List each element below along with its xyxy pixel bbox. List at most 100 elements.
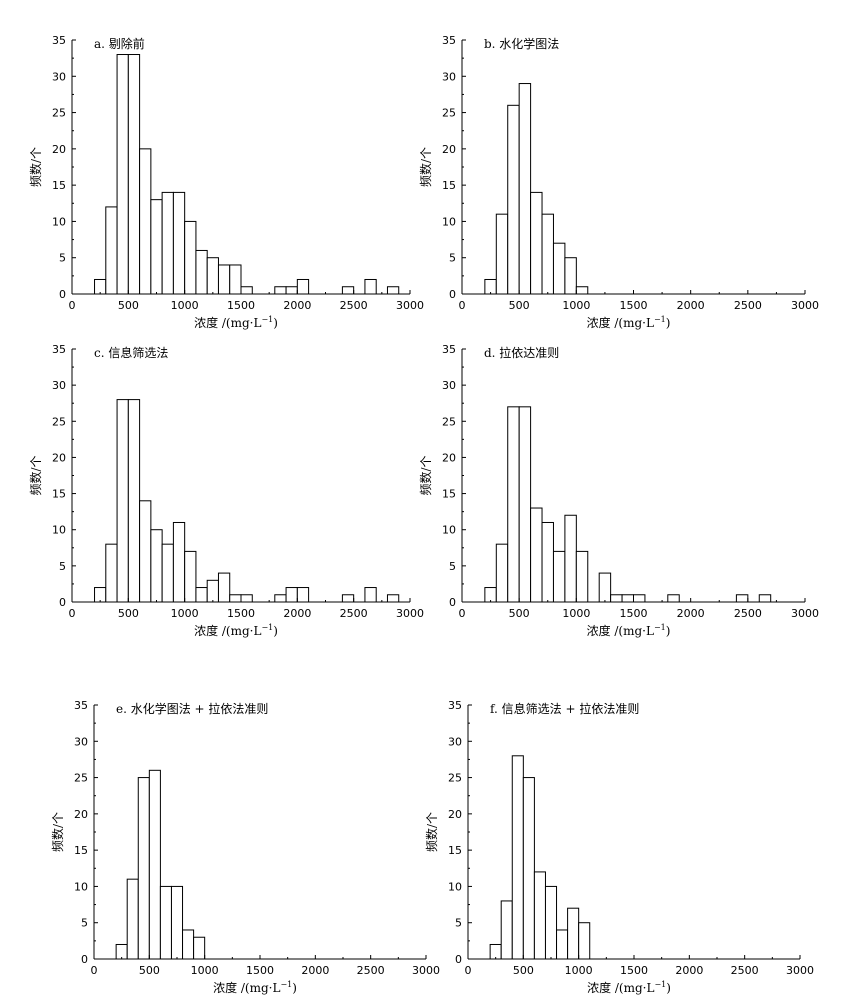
x-tick-label: 1000 bbox=[565, 964, 593, 977]
x-tick-label: 500 bbox=[509, 607, 530, 620]
x-tick-label: 0 bbox=[69, 607, 76, 620]
x-tick-label: 0 bbox=[69, 299, 76, 312]
histogram-bar bbox=[556, 929, 569, 960]
x-axis-title-superscript: −1 bbox=[261, 315, 273, 324]
x-tick-label: 2500 bbox=[340, 607, 368, 620]
y-tick-label: 0 bbox=[59, 288, 66, 301]
x-tick-label: 2000 bbox=[677, 299, 705, 312]
plot-area: 0 5 10 15 20 25 30 35 0 500 1000 1500 2000 2500 3000 f.… bbox=[424, 699, 814, 995]
x-tick-label: 1500 bbox=[227, 607, 255, 620]
plot-area: 0 5 10 15 20 25 30 35 0 500 1000 1500 2000 2500 3000 e.… bbox=[50, 699, 440, 995]
chart-title: f. 信息筛选法 + 拉依法准则 bbox=[490, 701, 639, 716]
y-tick-label: 20 bbox=[448, 808, 462, 821]
histogram-bar bbox=[552, 242, 566, 295]
x-tick-label: 2500 bbox=[734, 607, 762, 620]
histogram-bar bbox=[495, 213, 509, 295]
x-tick-label: 0 bbox=[459, 299, 466, 312]
x-axis-title: 浓度 /(mg·L−1) bbox=[194, 315, 278, 330]
histogram-a-before-removal: 0 5 10 15 20 25 30 35 0 500 1000 1500 2000 2500 3000 a.… bbox=[28, 34, 424, 330]
histogram-bar bbox=[621, 594, 634, 603]
histogram-bar bbox=[552, 550, 566, 603]
histogram-bar bbox=[484, 278, 497, 295]
histogram-bar bbox=[541, 213, 554, 295]
y-axis-title: 频数/个 bbox=[28, 147, 43, 187]
x-axis-title-superscript: −1 bbox=[654, 980, 666, 989]
x-axis-title-close: ) bbox=[666, 624, 671, 638]
plot-area: 0 5 10 15 20 25 30 35 0 500 1000 1500 2000 2500 3000 d.… bbox=[418, 343, 819, 638]
y-tick-label: 5 bbox=[81, 917, 88, 930]
x-tick-label: 0 bbox=[459, 607, 466, 620]
y-tick-label: 5 bbox=[59, 252, 66, 265]
histogram-bar bbox=[285, 286, 298, 295]
x-axis-title-close: ) bbox=[273, 624, 278, 638]
histogram-bar bbox=[184, 220, 197, 295]
x-axis-title-main: 浓度 /(mg·L bbox=[213, 980, 280, 995]
y-tick-label: 15 bbox=[52, 179, 66, 192]
x-tick-label: 3000 bbox=[396, 607, 424, 620]
plot-area: 0 5 10 15 20 25 30 35 0 500 1000 1500 2000 2500 3000 a.… bbox=[28, 34, 424, 330]
x-tick-label: 500 bbox=[118, 607, 139, 620]
histogram-bar bbox=[296, 278, 310, 295]
y-tick-label: 35 bbox=[448, 699, 462, 712]
histogram-bar bbox=[495, 543, 509, 603]
histogram-bar bbox=[170, 885, 184, 960]
histogram-bar bbox=[507, 104, 520, 295]
histogram-bar bbox=[533, 871, 546, 960]
histogram-bar bbox=[735, 594, 749, 603]
x-tick-label: 1000 bbox=[171, 299, 199, 312]
y-tick-label: 25 bbox=[442, 415, 456, 428]
histogram-bar bbox=[296, 587, 310, 603]
plot-area: 0 5 10 15 20 25 30 35 0 500 1000 1500 2000 2500 3000 c.… bbox=[28, 343, 424, 638]
x-axis-title: 浓度 /(mg·L−1) bbox=[587, 315, 671, 330]
y-axis-title: 频数/个 bbox=[424, 812, 439, 852]
y-tick-label: 25 bbox=[442, 107, 456, 120]
histogram-bar bbox=[274, 594, 287, 603]
x-axis-title-main: 浓度 /(mg·L bbox=[587, 980, 654, 995]
plot-area: 0 5 10 15 20 25 30 35 0 500 1000 1500 2000 2500 3000 b.… bbox=[418, 34, 819, 330]
chart-title: a. 剔除前 bbox=[94, 36, 145, 51]
x-tick-label: 2500 bbox=[357, 964, 385, 977]
y-tick-label: 0 bbox=[59, 596, 66, 609]
y-tick-label: 25 bbox=[52, 107, 66, 120]
x-axis-title-superscript: −1 bbox=[654, 623, 666, 632]
histogram-f-screening-plus-pauta: 0 5 10 15 20 25 30 35 0 500 1000 1500 2000 2500 3000 f.… bbox=[424, 699, 814, 995]
histogram-bar bbox=[161, 191, 174, 295]
x-axis-title: 浓度 /(mg·L−1) bbox=[194, 623, 278, 638]
y-tick-label: 20 bbox=[442, 143, 456, 156]
histogram-e-hydrochemical-plus-pauta: 0 5 10 15 20 25 30 35 0 500 1000 1500 2000 2500 3000 e.… bbox=[50, 699, 440, 995]
histogram-bar bbox=[137, 777, 150, 960]
histogram-bar bbox=[530, 507, 543, 603]
x-axis-title-close: ) bbox=[292, 981, 297, 995]
y-tick-label: 15 bbox=[74, 844, 88, 857]
histogram-bar bbox=[217, 264, 231, 295]
histogram-bar bbox=[386, 286, 400, 295]
x-tick-label: 500 bbox=[118, 299, 139, 312]
y-tick-label: 30 bbox=[448, 735, 462, 748]
x-tick-label: 3000 bbox=[412, 964, 440, 977]
x-tick-label: 1500 bbox=[620, 964, 648, 977]
y-tick-label: 35 bbox=[442, 34, 456, 47]
histogram-bar bbox=[578, 922, 591, 960]
chart-title: e. 水化学图法 + 拉依法准则 bbox=[116, 701, 268, 716]
histogram-bar bbox=[240, 286, 253, 295]
x-tick-label: 3000 bbox=[786, 964, 814, 977]
x-axis-title-main: 浓度 /(mg·L bbox=[587, 315, 654, 330]
y-tick-label: 10 bbox=[74, 880, 88, 893]
histogram-bar bbox=[150, 529, 163, 603]
x-tick-label: 3000 bbox=[791, 299, 819, 312]
x-axis-title: 浓度 /(mg·L−1) bbox=[213, 980, 297, 995]
histogram-bar bbox=[633, 594, 646, 603]
histogram-bar bbox=[184, 550, 197, 603]
y-axis-title: 频数/个 bbox=[50, 812, 65, 852]
histogram-bar bbox=[518, 406, 532, 603]
histogram-bar bbox=[364, 278, 377, 295]
x-axis-title: 浓度 /(mg·L−1) bbox=[587, 980, 671, 995]
x-tick-label: 1000 bbox=[562, 607, 590, 620]
x-axis-title-superscript: −1 bbox=[654, 315, 666, 324]
histogram-bar bbox=[274, 286, 287, 295]
y-tick-label: 35 bbox=[52, 34, 66, 47]
histogram-bar bbox=[150, 199, 163, 295]
histogram-bar bbox=[567, 907, 580, 960]
histogram-bar bbox=[564, 514, 577, 603]
histogram-bar bbox=[116, 54, 129, 295]
